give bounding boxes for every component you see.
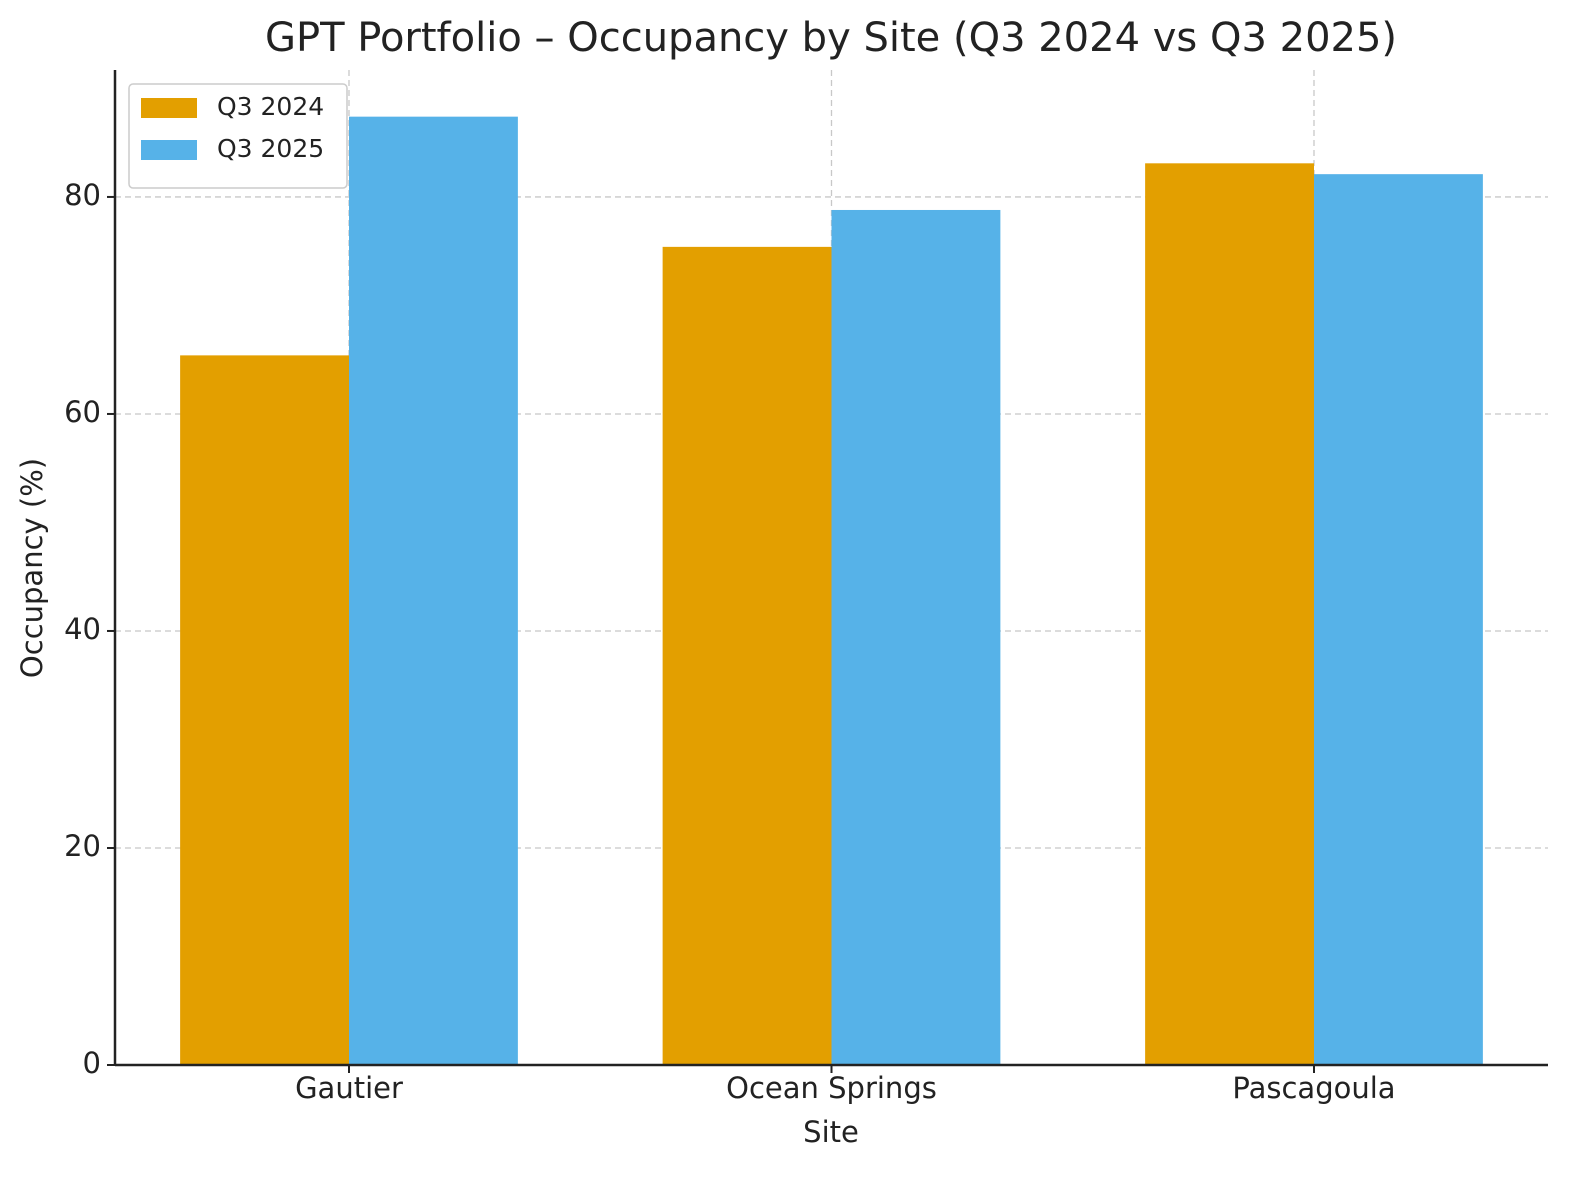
legend-label: Q3 2025: [217, 134, 324, 163]
legend: Q3 2024 Q3 2025: [128, 83, 348, 189]
legend-label: Q3 2024: [217, 92, 324, 121]
bar: [180, 355, 349, 1065]
bar: [831, 209, 1001, 1066]
y-tick-label: 0: [83, 1046, 101, 1080]
chart-title: GPT Portfolio – Occupancy by Site (Q3 20…: [265, 15, 1397, 61]
y-tick-label: 80: [64, 178, 101, 212]
legend-swatch: [141, 140, 197, 160]
bar: [1145, 163, 1314, 1065]
x-tick-label: Pascagoula: [1232, 1071, 1395, 1105]
y-tick-label: 60: [64, 395, 101, 429]
legend-swatch: [141, 98, 197, 118]
x-tick-label: Ocean Springs: [726, 1071, 937, 1105]
y-tick-label: 40: [64, 612, 101, 646]
bars: [180, 116, 1483, 1066]
bar: [1314, 174, 1483, 1065]
bar: [349, 116, 518, 1065]
x-tick-label: Gautier: [295, 1071, 403, 1105]
y-axis-label: Occupancy (%): [15, 458, 49, 678]
y-tick-label: 20: [64, 829, 101, 863]
bar: [662, 246, 832, 1066]
x-axis-label: Site: [803, 1115, 859, 1149]
axes: 0 20 40 60 80 Gautier Ocean Springs Pascagoula: [64, 70, 1548, 1105]
